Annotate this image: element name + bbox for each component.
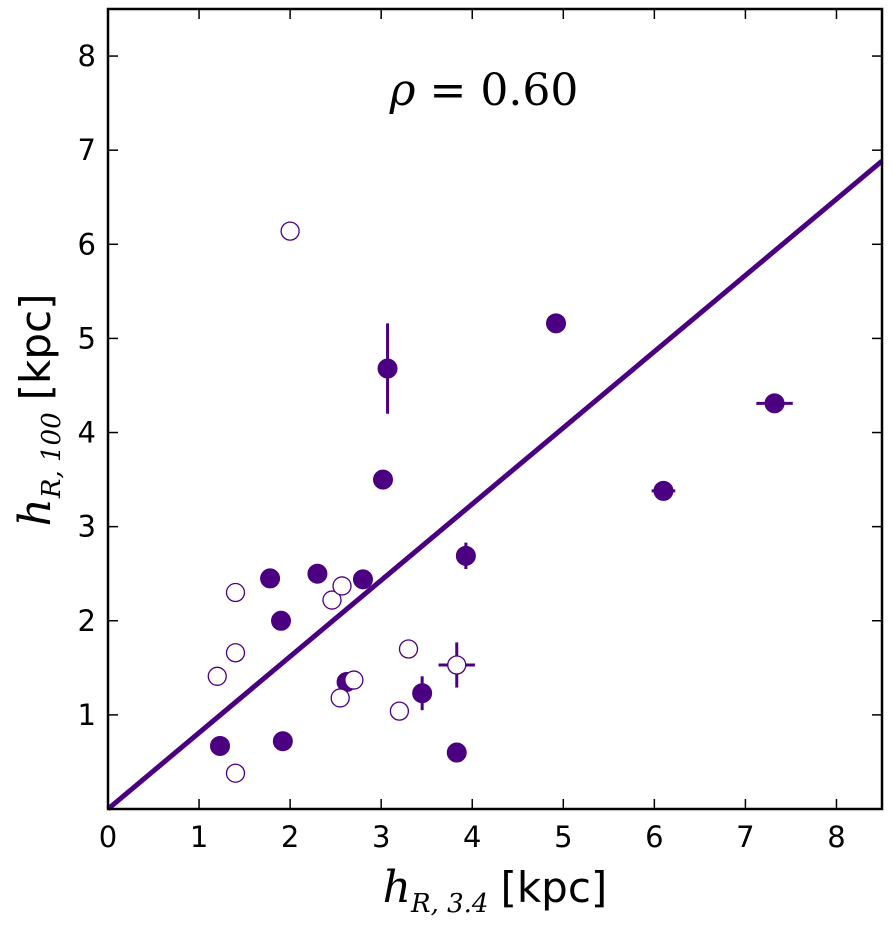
filled-data-point: [412, 683, 433, 704]
filled-data-point: [446, 742, 467, 763]
y-tick-label: 2: [78, 604, 96, 638]
x-tick-label: 3: [372, 820, 390, 854]
filled-data-point: [307, 563, 328, 584]
y-tick-label: 3: [78, 510, 96, 544]
open-data-point: [225, 763, 246, 783]
x-tick-label: 5: [554, 820, 572, 854]
filled-data-point: [372, 469, 393, 490]
filled-data-point: [377, 358, 398, 379]
x-tick-label: 2: [281, 820, 299, 854]
x-tick-label: 1: [190, 820, 208, 854]
open-data-point: [398, 639, 419, 659]
filled-data-point: [455, 545, 476, 566]
open-data-point: [330, 688, 350, 708]
filled-data-point: [764, 393, 785, 414]
y-axis-title: hR, 100[kpc]: [10, 294, 67, 527]
x-tick-label: 8: [827, 820, 845, 854]
y-tick-label: 7: [78, 133, 96, 167]
error-bars: [386, 323, 793, 711]
filled-data-point: [352, 569, 373, 590]
filled-data-point: [272, 731, 293, 752]
y-tick-label: 8: [78, 39, 96, 73]
data-points: [207, 221, 785, 783]
open-data-point: [322, 590, 342, 610]
open-data-point: [332, 576, 352, 596]
open-data-point: [207, 666, 227, 686]
x-tick-label: 4: [463, 820, 481, 854]
correlation-annotation: ρ = 0.60: [389, 65, 579, 116]
open-data-point: [389, 701, 410, 721]
ticks: 0 1 2 3 4 5 6 7 8 1 2 3 4 5 6 7 8: [78, 9, 882, 854]
filled-data-point: [653, 480, 674, 501]
open-data-point: [344, 670, 364, 690]
x-tick-label: 6: [645, 820, 663, 854]
filled-data-point: [546, 313, 567, 334]
open-data-point: [225, 582, 246, 603]
open-data-point: [447, 655, 467, 675]
filled-data-point: [210, 735, 231, 756]
fit-line: [106, 159, 884, 811]
fit-line-group: [106, 159, 884, 811]
x-tick-label: 0: [99, 820, 117, 854]
open-data-point: [280, 221, 300, 241]
filled-data-point: [271, 610, 292, 631]
y-tick-label: 5: [78, 321, 96, 355]
filled-data-point: [260, 568, 281, 589]
x-axis-title: hR, 3.4 [kpc]: [383, 862, 608, 919]
y-tick-label: 6: [78, 227, 96, 261]
plot-frame: [106, 7, 884, 811]
x-tick-label: 7: [736, 820, 754, 854]
y-tick-label: 1: [78, 698, 96, 732]
y-tick-label: 4: [78, 416, 96, 450]
open-data-point: [225, 643, 246, 663]
